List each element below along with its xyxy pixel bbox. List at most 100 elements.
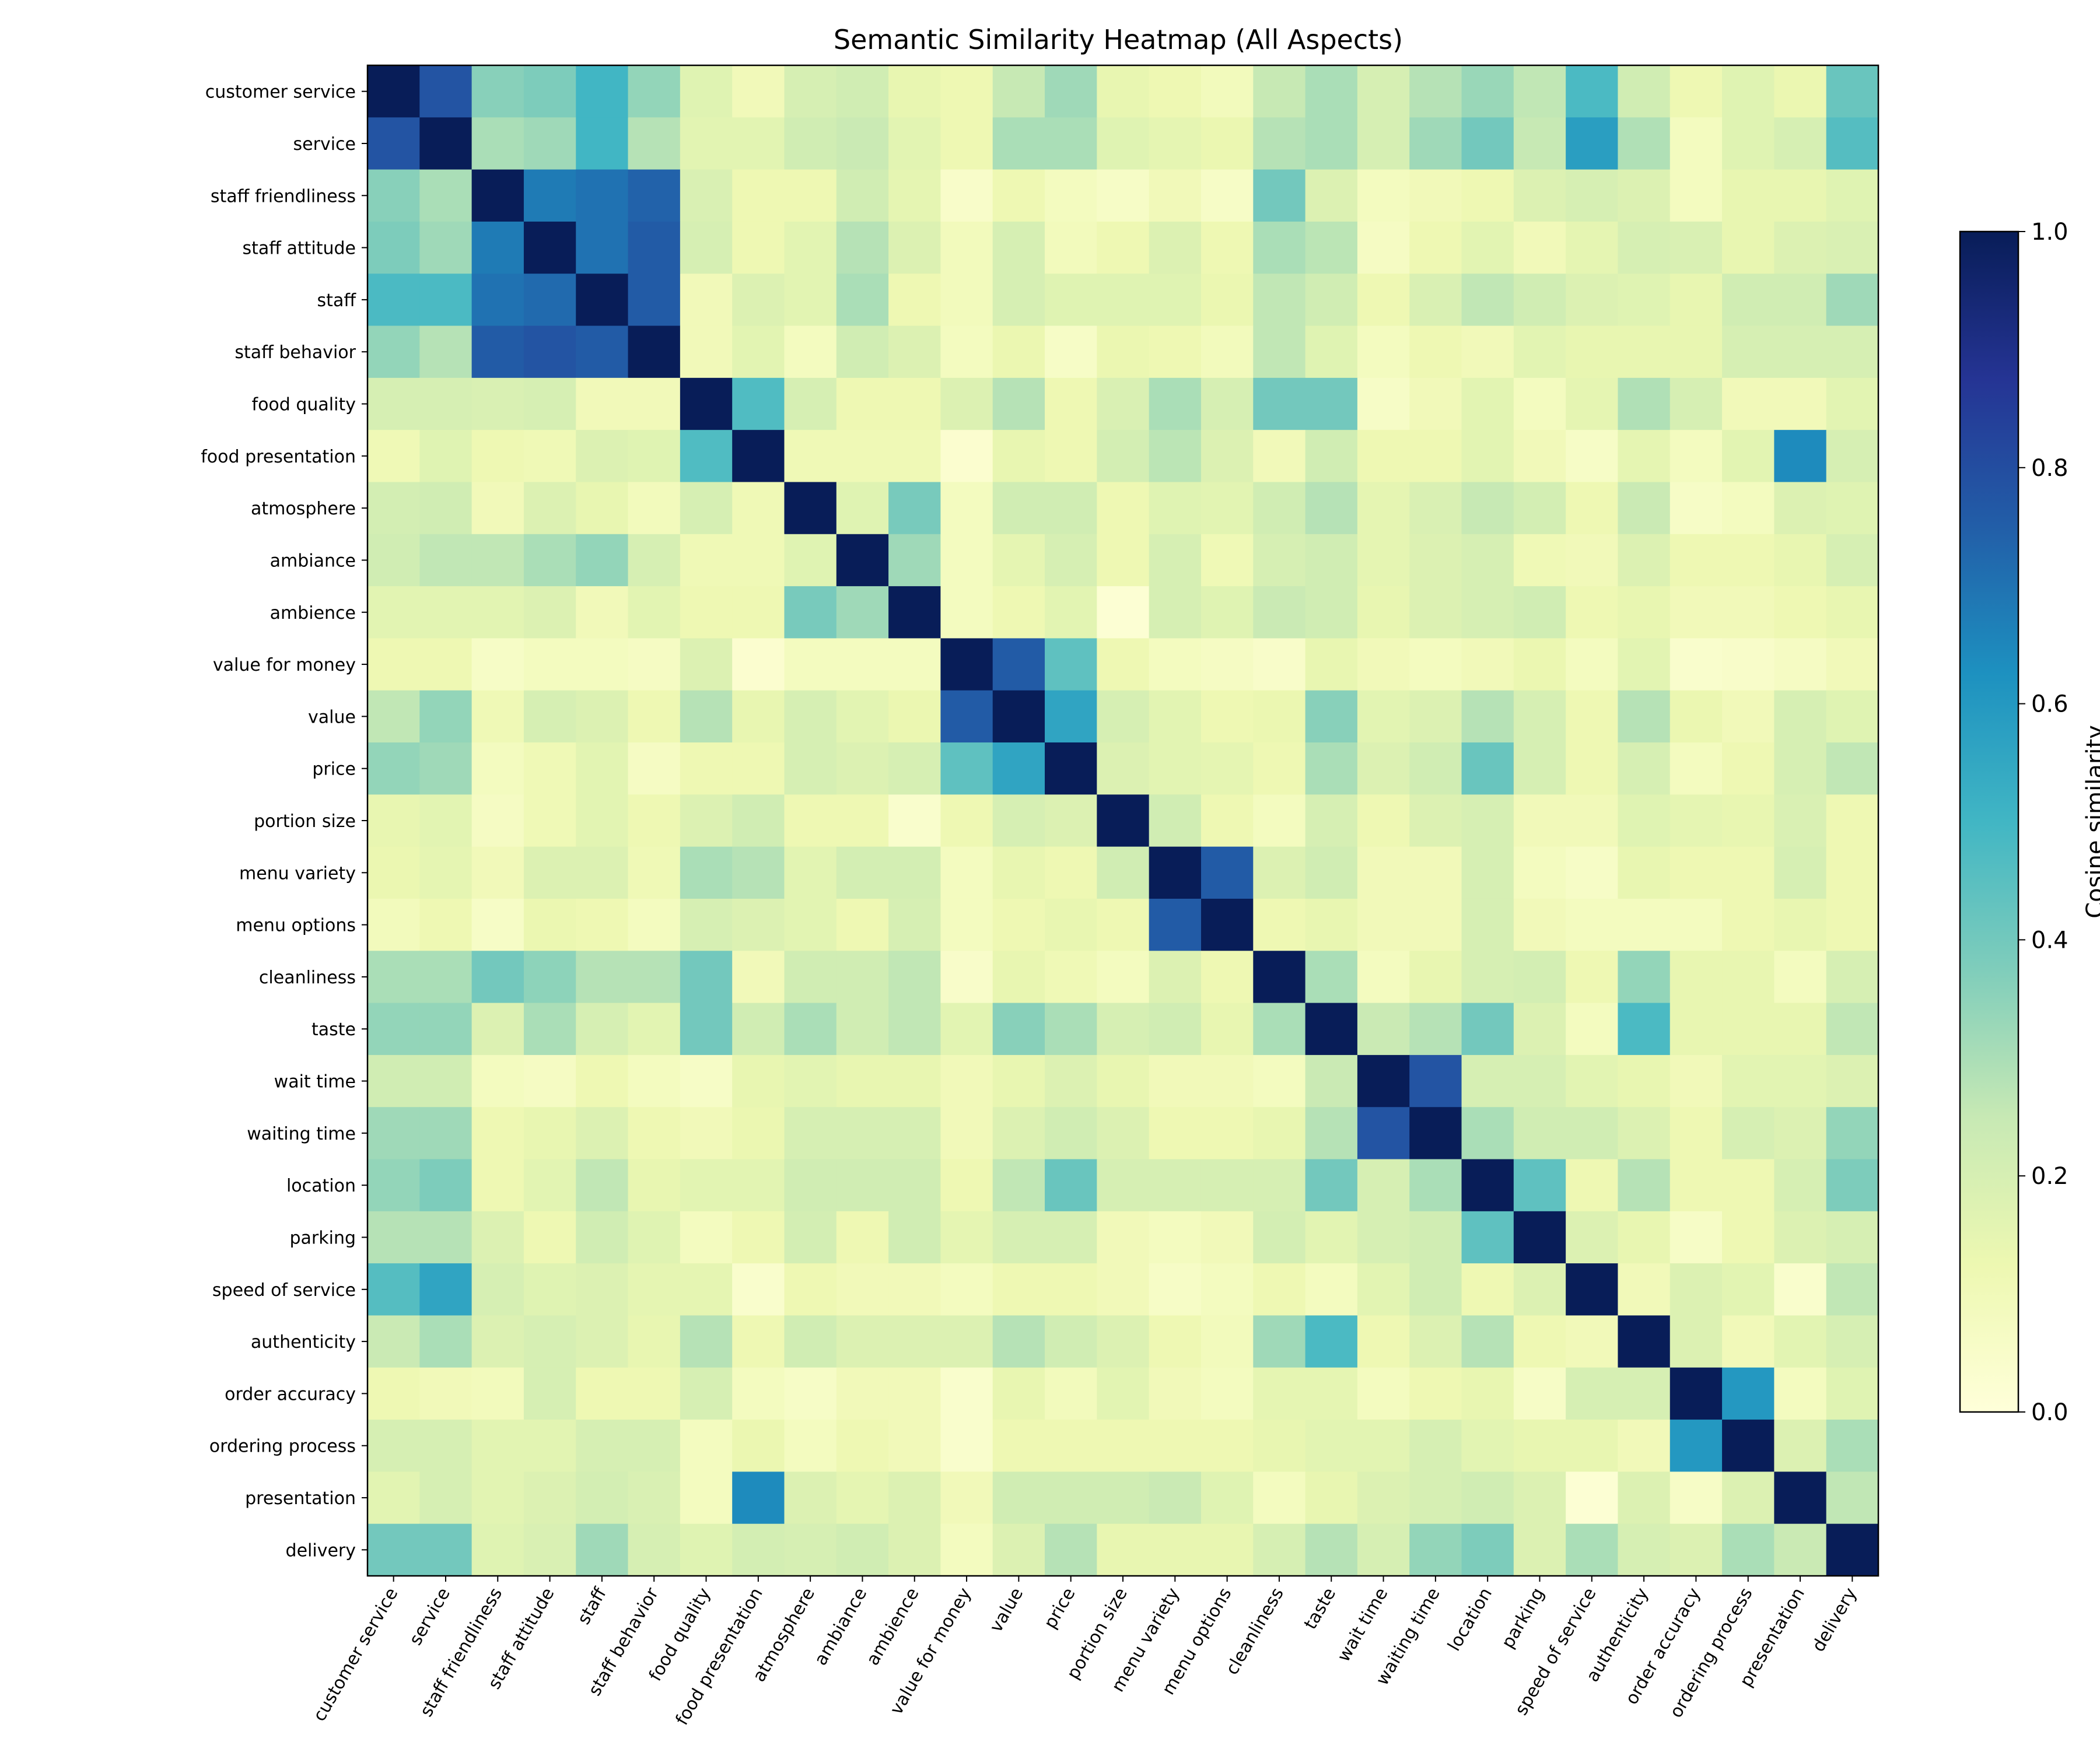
heatmap-cell <box>992 1107 1045 1160</box>
heatmap-cell <box>576 951 629 1004</box>
heatmap-cell <box>992 794 1045 847</box>
heatmap-cell <box>576 1159 629 1212</box>
heatmap-cell <box>1670 430 1723 483</box>
heatmap-cell <box>1305 65 1358 118</box>
y-tick-label: staff behavior <box>235 342 356 363</box>
heatmap-cell <box>419 1159 473 1212</box>
heatmap-cell <box>368 1471 420 1525</box>
heatmap-cell <box>1722 742 1774 795</box>
heatmap-cell <box>1045 325 1097 379</box>
heatmap-cell <box>1513 1471 1566 1525</box>
heatmap-cell <box>1618 1003 1671 1056</box>
heatmap-cell <box>732 898 785 951</box>
heatmap-cell <box>784 482 837 535</box>
heatmap-cell <box>1305 325 1358 379</box>
heatmap-cell <box>732 1315 785 1368</box>
heatmap-cell <box>940 1003 993 1056</box>
heatmap-cell <box>680 742 733 795</box>
heatmap-cell <box>940 1367 993 1420</box>
heatmap-cell <box>732 117 785 170</box>
y-tick-label: food quality <box>252 395 356 415</box>
heatmap-cell <box>1200 377 1254 430</box>
heatmap-cell <box>1045 951 1097 1004</box>
heatmap-cell <box>1722 1211 1774 1264</box>
heatmap-cell <box>419 1315 473 1368</box>
heatmap-cell <box>368 1003 420 1056</box>
heatmap-cell <box>888 430 942 483</box>
heatmap-cell <box>523 1054 576 1108</box>
heatmap-cell <box>1722 638 1774 691</box>
heatmap-cell <box>1253 534 1306 587</box>
heatmap-cell <box>992 430 1045 483</box>
heatmap-cell <box>784 1367 837 1420</box>
heatmap-cell <box>1409 117 1462 170</box>
heatmap-cell <box>784 1263 837 1316</box>
heatmap-cell <box>628 1420 681 1472</box>
colorbar-tick-label: 0.4 <box>2031 927 2068 954</box>
heatmap-cell <box>419 274 473 327</box>
heatmap-cell <box>1722 1420 1774 1472</box>
heatmap-cell <box>1774 846 1827 899</box>
heatmap-cell <box>419 377 473 430</box>
heatmap-cell <box>784 1211 837 1264</box>
heatmap-cell <box>1826 742 1879 795</box>
y-tick-label: food presentation <box>201 447 356 467</box>
heatmap-cell <box>1618 951 1671 1004</box>
heatmap-cell <box>1305 1315 1358 1368</box>
heatmap-cell <box>419 169 473 222</box>
colorbar-tick-label: 0.2 <box>2031 1163 2068 1190</box>
heatmap-cell <box>1722 1003 1774 1056</box>
heatmap-cell <box>523 951 576 1004</box>
heatmap-cell <box>1357 1315 1410 1368</box>
heatmap-cell <box>1618 846 1671 899</box>
heatmap-cell <box>1409 1211 1462 1264</box>
heatmap-cell <box>1357 1420 1410 1472</box>
heatmap-cell <box>1045 1471 1097 1525</box>
heatmap-cell <box>1357 430 1410 483</box>
heatmap-cell <box>1253 898 1306 951</box>
heatmap-cell <box>940 742 993 795</box>
heatmap-cell <box>1357 1211 1410 1264</box>
heatmap-cell <box>1409 1523 1462 1576</box>
heatmap-cell <box>1618 742 1671 795</box>
heatmap-cell <box>1409 742 1462 795</box>
heatmap-cell <box>940 1107 993 1160</box>
heatmap-cell <box>1357 482 1410 535</box>
heatmap-cell <box>1149 534 1202 587</box>
heatmap-cell <box>1097 1523 1150 1576</box>
heatmap-cell <box>992 898 1045 951</box>
heatmap-cell <box>1774 1211 1827 1264</box>
heatmap-cell <box>1461 1211 1514 1264</box>
heatmap-cell <box>836 638 889 691</box>
heatmap-cell <box>1097 274 1150 327</box>
heatmap-cell <box>1670 794 1723 847</box>
heatmap-cell <box>1774 1420 1827 1472</box>
heatmap-cell <box>1357 690 1410 743</box>
heatmap-cell <box>1200 1054 1254 1108</box>
heatmap-cell <box>523 1211 576 1264</box>
heatmap-cell <box>1774 1054 1827 1108</box>
heatmap-cell <box>471 898 524 951</box>
heatmap-cell <box>888 1471 942 1525</box>
heatmap-cell <box>1149 169 1202 222</box>
heatmap-cell <box>523 325 576 379</box>
heatmap-cell <box>523 794 576 847</box>
heatmap-cell <box>1566 1054 1619 1108</box>
heatmap-cell <box>368 1315 420 1368</box>
heatmap-cell <box>784 1003 837 1056</box>
heatmap-cell <box>732 1523 785 1576</box>
heatmap-cell <box>680 1211 733 1264</box>
heatmap-cell <box>888 1367 942 1420</box>
heatmap-cell <box>368 1159 420 1212</box>
heatmap-cell <box>368 169 420 222</box>
heatmap-cell <box>1618 1315 1671 1368</box>
heatmap-cell <box>1253 169 1306 222</box>
heatmap-cell <box>680 221 733 274</box>
heatmap-cell <box>628 1523 681 1576</box>
heatmap-cell <box>628 274 681 327</box>
heatmap-cell <box>1305 898 1358 951</box>
heatmap-cell <box>471 690 524 743</box>
heatmap-cell <box>1149 638 1202 691</box>
heatmap-cell <box>1513 794 1566 847</box>
